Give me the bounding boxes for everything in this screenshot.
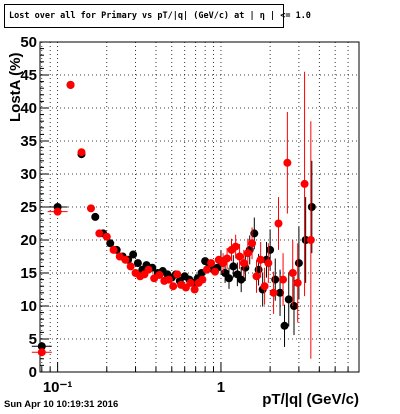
data-point	[225, 274, 234, 283]
y-axis-title: LostA (%)	[7, 53, 24, 122]
x-axis: 10⁻¹ 1	[41, 362, 360, 396]
y-axis: 0 5 10 15 20 25 30 35 40 45 50	[20, 34, 49, 381]
y-tick-label: 10	[20, 298, 37, 315]
data-point	[66, 80, 75, 89]
data-point	[173, 270, 182, 279]
data-point	[229, 262, 238, 271]
data-point	[164, 275, 173, 284]
data-point	[211, 267, 220, 276]
data-point	[266, 245, 275, 254]
data-point	[186, 278, 195, 287]
data-point	[144, 265, 153, 274]
data-point	[91, 212, 100, 221]
data-point	[269, 288, 278, 297]
data-point	[279, 275, 288, 284]
data-point	[248, 239, 257, 248]
data-point	[284, 295, 293, 304]
y-tick-label: 20	[20, 232, 37, 249]
data-point	[290, 302, 299, 310]
data-point	[274, 219, 283, 228]
y-tick-label: 0	[29, 364, 37, 381]
data-point	[53, 207, 62, 216]
data-point	[264, 259, 273, 268]
data-point	[198, 275, 207, 284]
data-point	[169, 282, 178, 291]
y-tick-label: 5	[29, 331, 37, 348]
data-point	[109, 245, 118, 254]
data-point	[260, 282, 269, 291]
data-point	[155, 270, 164, 279]
data-point	[250, 229, 259, 238]
data-point	[252, 272, 261, 281]
data-point	[307, 203, 316, 211]
data-point	[223, 254, 232, 263]
data-point	[235, 252, 244, 261]
x-axis-title: pT/|q| (GeV/c)	[262, 391, 359, 408]
y-tick-label: 30	[20, 166, 37, 183]
series-2	[31, 71, 315, 359]
data-point	[202, 265, 211, 274]
y-tick-label: 45	[20, 67, 37, 84]
data-point	[77, 148, 86, 157]
data-point	[95, 229, 104, 238]
data-point	[86, 204, 95, 213]
y-tick-label: 25	[20, 199, 37, 216]
data-point	[237, 275, 246, 284]
data-point	[207, 259, 216, 268]
data-point	[133, 259, 142, 268]
y-tick-label: 40	[20, 100, 37, 117]
y-tick-label: 35	[20, 133, 37, 150]
data-point	[106, 239, 115, 248]
data-point	[288, 269, 297, 277]
data-point	[239, 259, 248, 268]
chart-title: Lost over all for Primary vs pT/|q| (GeV…	[9, 11, 311, 21]
data-point	[231, 242, 240, 251]
data-point	[300, 179, 309, 188]
x-tick-label: 10⁻¹	[43, 379, 73, 396]
data-point	[243, 249, 252, 258]
data-point	[190, 285, 199, 294]
data-point	[294, 259, 303, 268]
y-tick-label: 15	[20, 265, 37, 282]
y-tick-label: 50	[20, 34, 37, 51]
data-point	[280, 321, 289, 330]
chart-title-box: Lost over all for Primary vs pT/|q| (GeV…	[4, 4, 311, 28]
data-point	[121, 255, 130, 264]
data-point	[306, 236, 315, 244]
data-point	[256, 255, 265, 264]
data-point	[129, 250, 138, 259]
series-layer	[31, 71, 316, 359]
data-point	[283, 158, 292, 167]
data-point	[37, 348, 46, 357]
data-point	[276, 288, 285, 297]
data-point	[102, 232, 111, 241]
data-point	[293, 278, 302, 287]
data-point	[126, 262, 135, 271]
data-point	[37, 342, 46, 351]
data-point	[271, 275, 280, 284]
timestamp: Sun Apr 10 10:19:31 2016	[4, 399, 119, 410]
x-tick-label: 1	[217, 379, 225, 396]
